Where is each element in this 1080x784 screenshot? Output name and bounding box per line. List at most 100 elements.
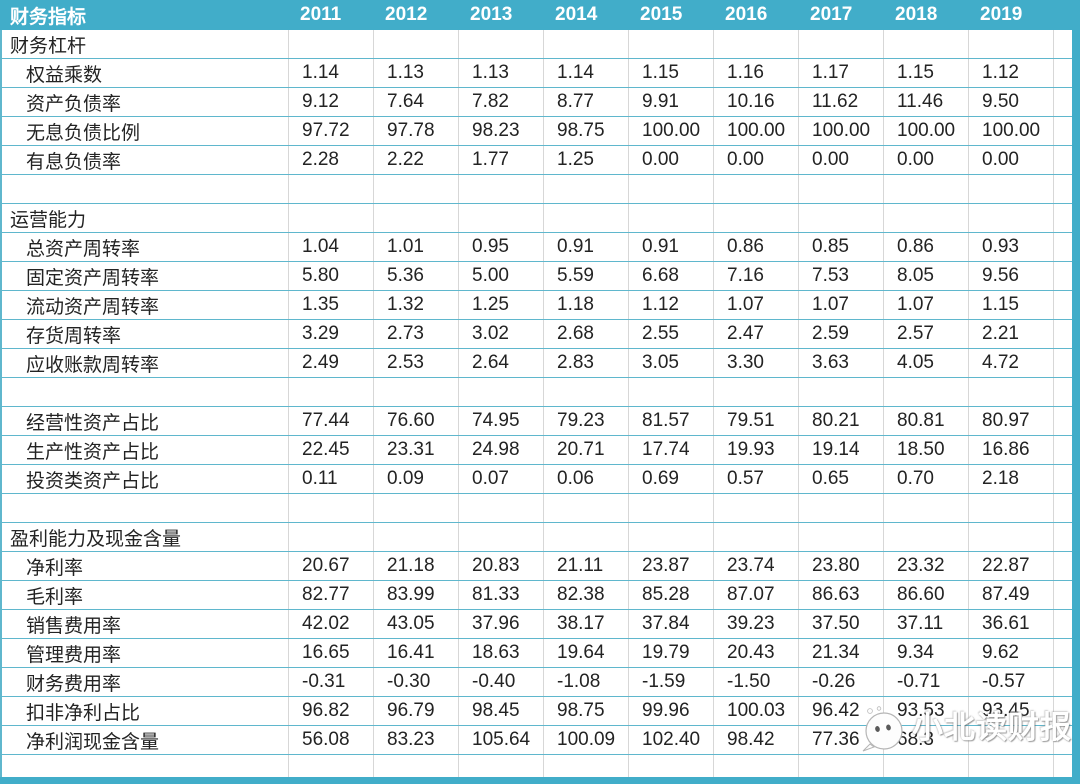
header-stub: [1052, 0, 1072, 30]
value-cell: 11.46: [884, 88, 969, 116]
spacer-row: [0, 378, 1072, 407]
value-cell: 24.98: [459, 436, 544, 464]
value-cell: [884, 755, 969, 777]
value-cell: 1.14: [544, 59, 629, 87]
row-label: [2, 755, 289, 777]
value-cell: [629, 523, 714, 551]
bottom-border-band: [0, 777, 1080, 784]
row-label: 净利率: [2, 552, 289, 580]
value-cell: 82.38: [544, 581, 629, 609]
value-cell: 0.07: [459, 465, 544, 493]
value-cell: [289, 175, 374, 203]
value-cell: 1.04: [289, 233, 374, 261]
value-cell: 39.23: [714, 610, 799, 638]
row-label: 盈利能力及现金含量: [2, 523, 289, 551]
value-cell: [629, 204, 714, 232]
value-cell: 16.41: [374, 639, 459, 667]
value-cell: [969, 204, 1054, 232]
value-cell: 97.72: [289, 117, 374, 145]
value-cell: 16.65: [289, 639, 374, 667]
value-cell: 1.25: [459, 291, 544, 319]
row-stub: [1054, 291, 1072, 319]
value-cell: 0.06: [544, 465, 629, 493]
header-year: 2012: [385, 4, 428, 25]
value-cell: -0.30: [374, 668, 459, 696]
value-cell: 20.71: [544, 436, 629, 464]
value-cell: [969, 30, 1054, 58]
value-cell: [544, 523, 629, 551]
value-cell: 1.07: [799, 291, 884, 319]
value-cell: 5.36: [374, 262, 459, 290]
value-cell: [544, 204, 629, 232]
value-cell: 10.16: [714, 88, 799, 116]
section-row: 运营能力: [0, 204, 1072, 233]
value-cell: 9.56: [969, 262, 1054, 290]
row-label: 经营性资产占比: [2, 407, 289, 435]
table-row: 投资类资产占比 0.11 0.09 0.07 0.06 0.69 0.57 0.65 0.70 2…: [0, 465, 1072, 494]
value-cell: -1.59: [629, 668, 714, 696]
value-cell: [374, 494, 459, 522]
row-stub: [1054, 117, 1072, 145]
value-cell: 82.77: [289, 581, 374, 609]
value-cell: 87.07: [714, 581, 799, 609]
value-cell: -0.40: [459, 668, 544, 696]
value-cell: 80.97: [969, 407, 1054, 435]
value-cell: [714, 175, 799, 203]
value-cell: 1.01: [374, 233, 459, 261]
value-cell: [544, 175, 629, 203]
value-cell: 16.86: [969, 436, 1054, 464]
value-cell: 21.11: [544, 552, 629, 580]
value-cell: 93.45: [969, 697, 1054, 725]
value-cell: [629, 494, 714, 522]
value-cell: [884, 30, 969, 58]
value-cell: 23.31: [374, 436, 459, 464]
row-stub: [1054, 436, 1072, 464]
value-cell: 9.62: [969, 639, 1054, 667]
value-cell: [799, 175, 884, 203]
value-cell: [374, 204, 459, 232]
value-cell: [629, 378, 714, 406]
value-cell: 0.65: [799, 465, 884, 493]
value-cell: 96.79: [374, 697, 459, 725]
value-cell: [629, 755, 714, 777]
row-label: 净利润现金含量: [2, 726, 289, 754]
value-cell: 19.64: [544, 639, 629, 667]
value-cell: 86.60: [884, 581, 969, 609]
table-row: 财务费用率 -0.31 -0.30 -0.40 -1.08 -1.59 -1.50 -0.26…: [0, 668, 1072, 697]
table-row: 净利率 20.67 21.18 20.83 21.11 23.87 23.74 23.80 23…: [0, 552, 1072, 581]
value-cell: 87.49: [969, 581, 1054, 609]
right-border-band: [1072, 0, 1080, 784]
value-cell: 43.05: [374, 610, 459, 638]
section-row: 财务杠杆: [0, 30, 1072, 59]
value-cell: [374, 175, 459, 203]
value-cell: 74.95: [459, 407, 544, 435]
value-cell: 79.51: [714, 407, 799, 435]
value-cell: 98.75: [544, 117, 629, 145]
value-cell: [544, 755, 629, 777]
value-cell: 9.91: [629, 88, 714, 116]
row-label: 扣非净利占比: [2, 697, 289, 725]
value-cell: 0.00: [884, 146, 969, 174]
value-cell: [799, 204, 884, 232]
value-cell: 99.96: [629, 697, 714, 725]
value-cell: 96.82: [289, 697, 374, 725]
row-stub: [1054, 175, 1072, 203]
value-cell: [714, 523, 799, 551]
row-stub: [1054, 465, 1072, 493]
row-label: 无息负债比例: [2, 117, 289, 145]
value-cell: 22.45: [289, 436, 374, 464]
value-cell: 3.30: [714, 349, 799, 377]
value-cell: 83.23: [374, 726, 459, 754]
row-stub: [1054, 59, 1072, 87]
value-cell: 0.00: [799, 146, 884, 174]
value-cell: 6.68: [629, 262, 714, 290]
table-row: 销售费用率 42.02 43.05 37.96 38.17 37.84 39.23 37.50…: [0, 610, 1072, 639]
value-cell: 1.07: [714, 291, 799, 319]
row-stub: [1054, 349, 1072, 377]
value-cell: [969, 494, 1054, 522]
row-stub: [1054, 639, 1072, 667]
value-cell: [799, 755, 884, 777]
value-cell: [884, 378, 969, 406]
value-cell: 23.32: [884, 552, 969, 580]
